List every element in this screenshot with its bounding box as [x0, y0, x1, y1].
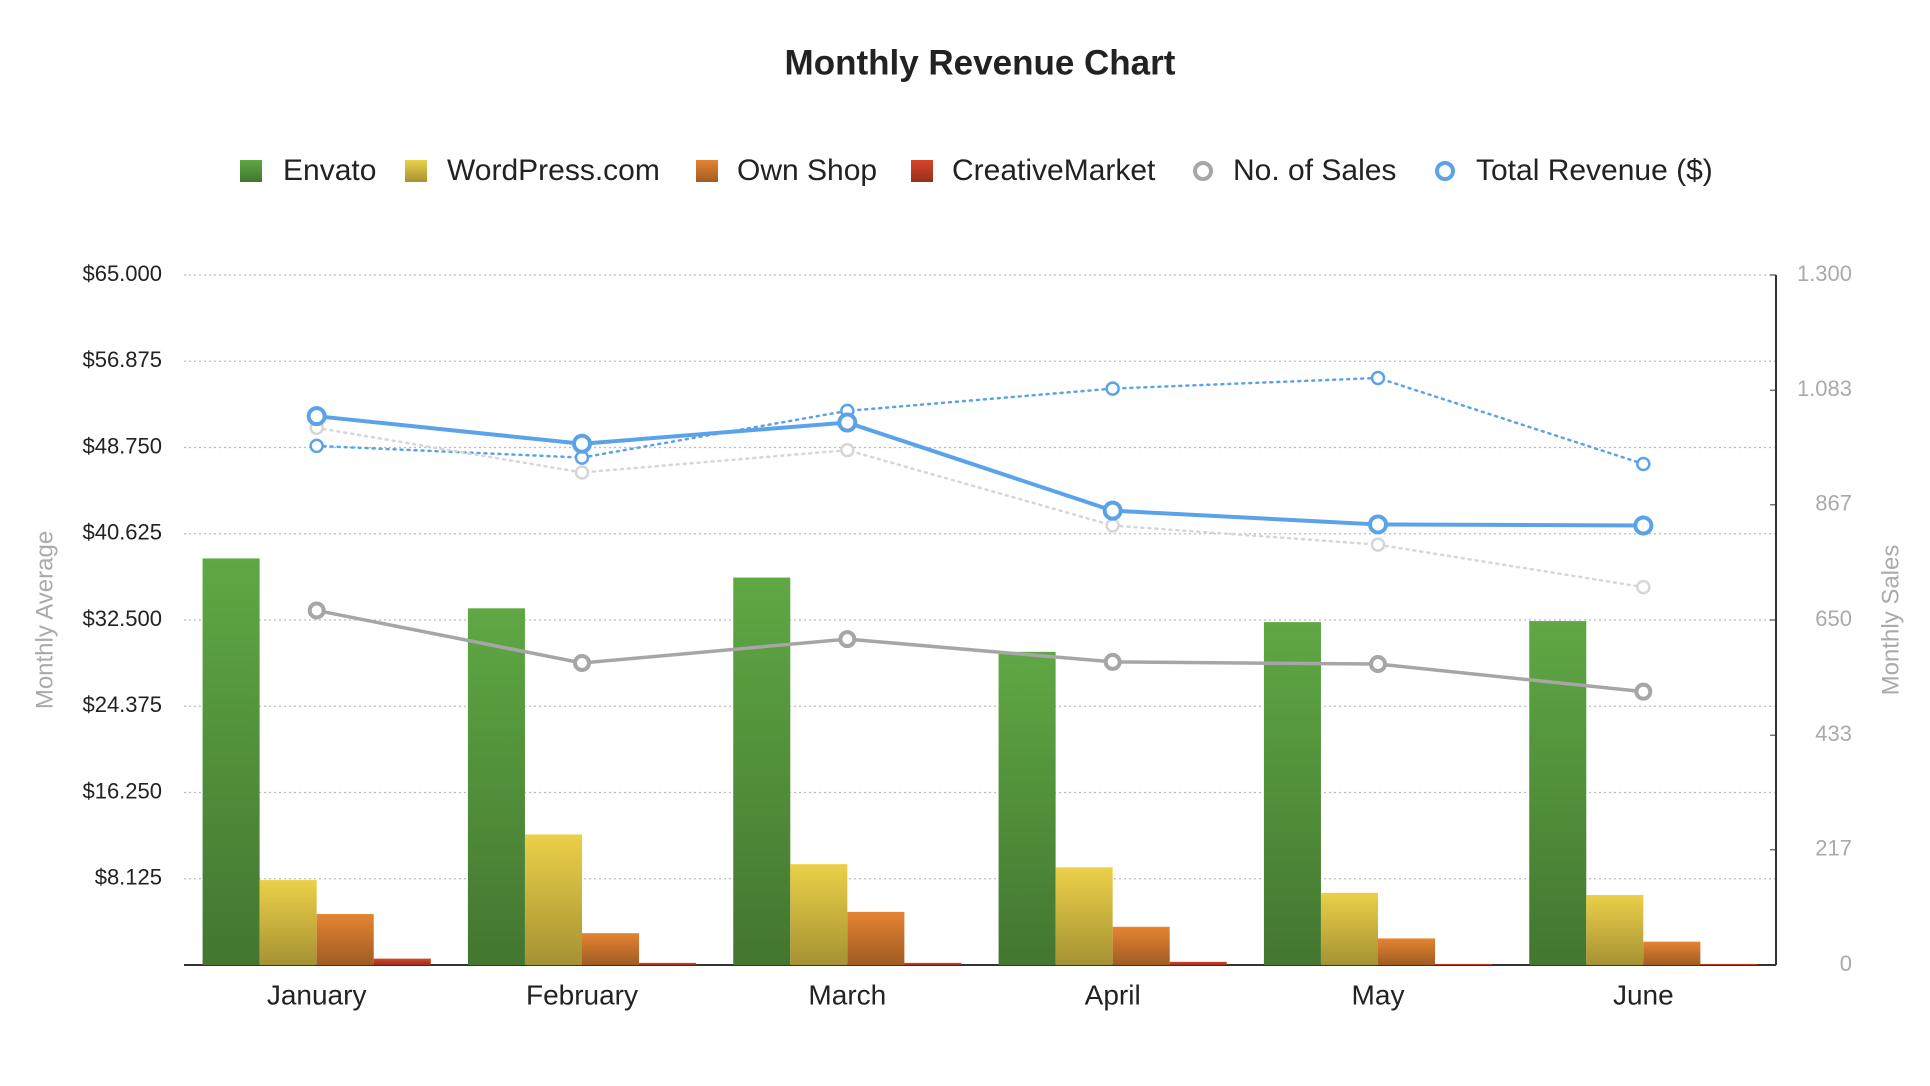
- point: [1102, 500, 1123, 521]
- bar: [998, 651, 1056, 965]
- bar: [1320, 892, 1378, 965]
- line: [314, 608, 1646, 694]
- legend-label: WordPress.com: [447, 154, 660, 187]
- point: [838, 630, 857, 649]
- legend-marker: [911, 160, 933, 182]
- y-tick-label: $65.000: [82, 261, 162, 286]
- legend-label: Envato: [283, 154, 376, 187]
- y2-tick-label: 867: [1815, 491, 1852, 516]
- x-tick-label: May: [1352, 979, 1405, 1010]
- legend-marker: [240, 160, 262, 182]
- y-tick-label: $8.125: [95, 865, 162, 890]
- dotted-line: [315, 376, 1645, 466]
- legend-marker: [696, 160, 718, 182]
- point: [1633, 515, 1654, 536]
- legend-label: No. of Sales: [1233, 154, 1396, 187]
- x-tick-label: February: [526, 979, 638, 1010]
- bar: [1169, 961, 1227, 965]
- bar: [1700, 963, 1758, 965]
- x-tick-label: April: [1085, 979, 1141, 1010]
- bar: [1055, 867, 1113, 965]
- point: [1368, 514, 1388, 535]
- bar: [847, 911, 905, 965]
- bar: [259, 880, 317, 965]
- point: [309, 438, 324, 454]
- bar: [790, 864, 848, 965]
- point: [840, 442, 855, 458]
- bar: [1435, 963, 1493, 965]
- y2-axis-title: Monthly Sales: [1877, 545, 1904, 696]
- point: [1369, 655, 1387, 674]
- point: [1370, 370, 1386, 386]
- legend-label: Total Revenue ($): [1476, 154, 1713, 187]
- point: [1636, 456, 1651, 472]
- y-tick-label: $32.500: [82, 606, 162, 631]
- bar: [1378, 938, 1436, 965]
- bar: [582, 933, 640, 965]
- point: [572, 433, 592, 454]
- legend-marker: [1193, 161, 1213, 181]
- point: [573, 653, 591, 672]
- bar: [904, 962, 962, 965]
- line: [314, 414, 1646, 528]
- bar: [524, 834, 582, 965]
- x-tick-label: June: [1613, 979, 1674, 1010]
- point: [837, 412, 858, 433]
- legend-marker: [1435, 161, 1455, 181]
- bar: [1586, 894, 1644, 965]
- legend-label: Own Shop: [737, 154, 877, 187]
- bar: [202, 558, 260, 965]
- y-axis-title: Monthly Average: [31, 531, 58, 709]
- point: [574, 465, 590, 480]
- y2-tick-label: 650: [1815, 606, 1852, 631]
- point: [1103, 652, 1122, 671]
- point: [1370, 537, 1386, 552]
- x-tick-label: January: [267, 979, 367, 1010]
- legend-marker: [405, 160, 427, 182]
- y-tick-label: $40.625: [82, 520, 162, 545]
- y2-tick-label: 1.083: [1797, 376, 1852, 401]
- point: [1636, 579, 1651, 595]
- y-tick-label: $48.750: [82, 433, 162, 458]
- bar: [1643, 941, 1701, 965]
- bar: [1263, 622, 1321, 965]
- chart-title: Monthly Revenue Chart: [785, 43, 1176, 82]
- point: [306, 406, 327, 427]
- bar: [639, 962, 697, 965]
- y2-tick-label: 433: [1815, 721, 1852, 746]
- bar: [1529, 621, 1587, 965]
- y2-tick-label: 217: [1815, 836, 1852, 861]
- y-tick-label: $24.375: [82, 692, 162, 717]
- bar: [373, 958, 431, 965]
- y2-tick-label: 0: [1840, 951, 1852, 976]
- y-tick-label: $56.875: [82, 347, 162, 372]
- y2-tick-label: 1.300: [1797, 261, 1852, 286]
- bar: [733, 577, 791, 965]
- point: [1105, 518, 1120, 533]
- point: [1634, 682, 1653, 701]
- bar: [467, 608, 525, 965]
- x-tick-label: March: [808, 979, 886, 1010]
- y-tick-label: $16.250: [82, 778, 162, 803]
- bar: [316, 914, 374, 965]
- dotted-line: [315, 426, 1645, 589]
- point: [1105, 381, 1120, 396]
- legend-label: CreativeMarket: [952, 154, 1156, 187]
- point: [307, 601, 326, 620]
- bar: [1112, 926, 1170, 965]
